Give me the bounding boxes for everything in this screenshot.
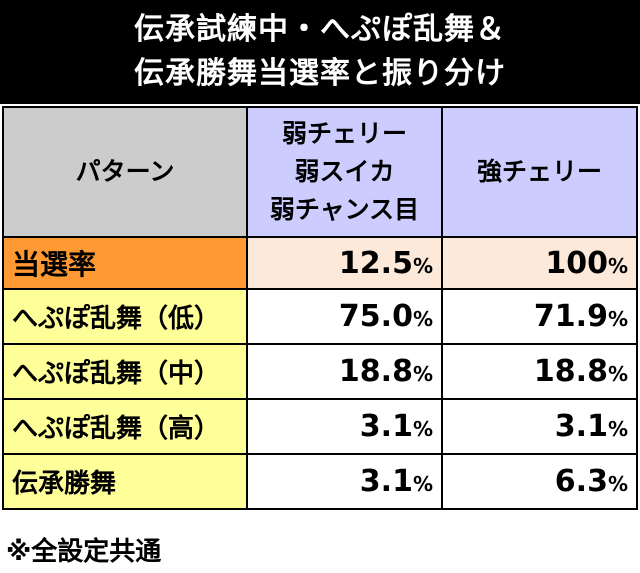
page-title: 伝承試練中・へぷぽ乱舞＆ 伝承勝舞当選率と振り分け bbox=[0, 0, 640, 104]
header-weak-flags: 弱チェリー 弱スイカ 弱チャンス目 bbox=[246, 106, 443, 238]
row-label: 当選率 bbox=[2, 236, 248, 290]
title-line-2: 伝承勝舞当選率と振り分け bbox=[134, 56, 506, 91]
row-label: へぷぽ乱舞（中） bbox=[2, 343, 248, 400]
row-label: へぷぽ乱舞（高） bbox=[2, 398, 248, 455]
header-weak-watermelon: 弱スイカ bbox=[294, 157, 395, 186]
cell-value: 75.0% bbox=[246, 288, 443, 345]
header-pattern: パターン bbox=[2, 106, 248, 238]
cell-value: 100% bbox=[441, 236, 638, 290]
cell-value: 71.9% bbox=[441, 288, 638, 345]
header-weak-chance: 弱チャンス目 bbox=[269, 195, 420, 224]
cell-value: 3.1% bbox=[441, 398, 638, 455]
table-row: 当選率 12.5% 100% bbox=[2, 236, 638, 290]
title-line-1: 伝承試練中・へぷぽ乱舞＆ bbox=[134, 12, 506, 47]
row-label: 伝承勝舞 bbox=[2, 453, 248, 510]
table-row: へぷぽ乱舞（高） 3.1% 3.1% bbox=[2, 398, 638, 455]
table-row: 伝承勝舞 3.1% 6.3% bbox=[2, 453, 638, 510]
footnote: ※全設定共通 bbox=[6, 537, 162, 567]
cell-value: 3.1% bbox=[246, 398, 443, 455]
row-label: へぷぽ乱舞（低） bbox=[2, 288, 248, 345]
header-strong-cherry: 強チェリー bbox=[441, 106, 638, 238]
cell-value: 18.8% bbox=[246, 343, 443, 400]
cell-value: 3.1% bbox=[246, 453, 443, 510]
table-row: へぷぽ乱舞（中） 18.8% 18.8% bbox=[2, 343, 638, 400]
table-header-row: パターン 弱チェリー 弱スイカ 弱チャンス目 強チェリー bbox=[2, 106, 638, 238]
cell-value: 6.3% bbox=[441, 453, 638, 510]
header-weak-cherry: 弱チェリー bbox=[281, 119, 407, 148]
cell-value: 18.8% bbox=[441, 343, 638, 400]
cell-value: 12.5% bbox=[246, 236, 443, 290]
table-row: へぷぽ乱舞（低） 75.0% 71.9% bbox=[2, 288, 638, 345]
payout-table: パターン 弱チェリー 弱スイカ 弱チャンス目 強チェリー 当選率 12.5% 1… bbox=[2, 106, 638, 510]
